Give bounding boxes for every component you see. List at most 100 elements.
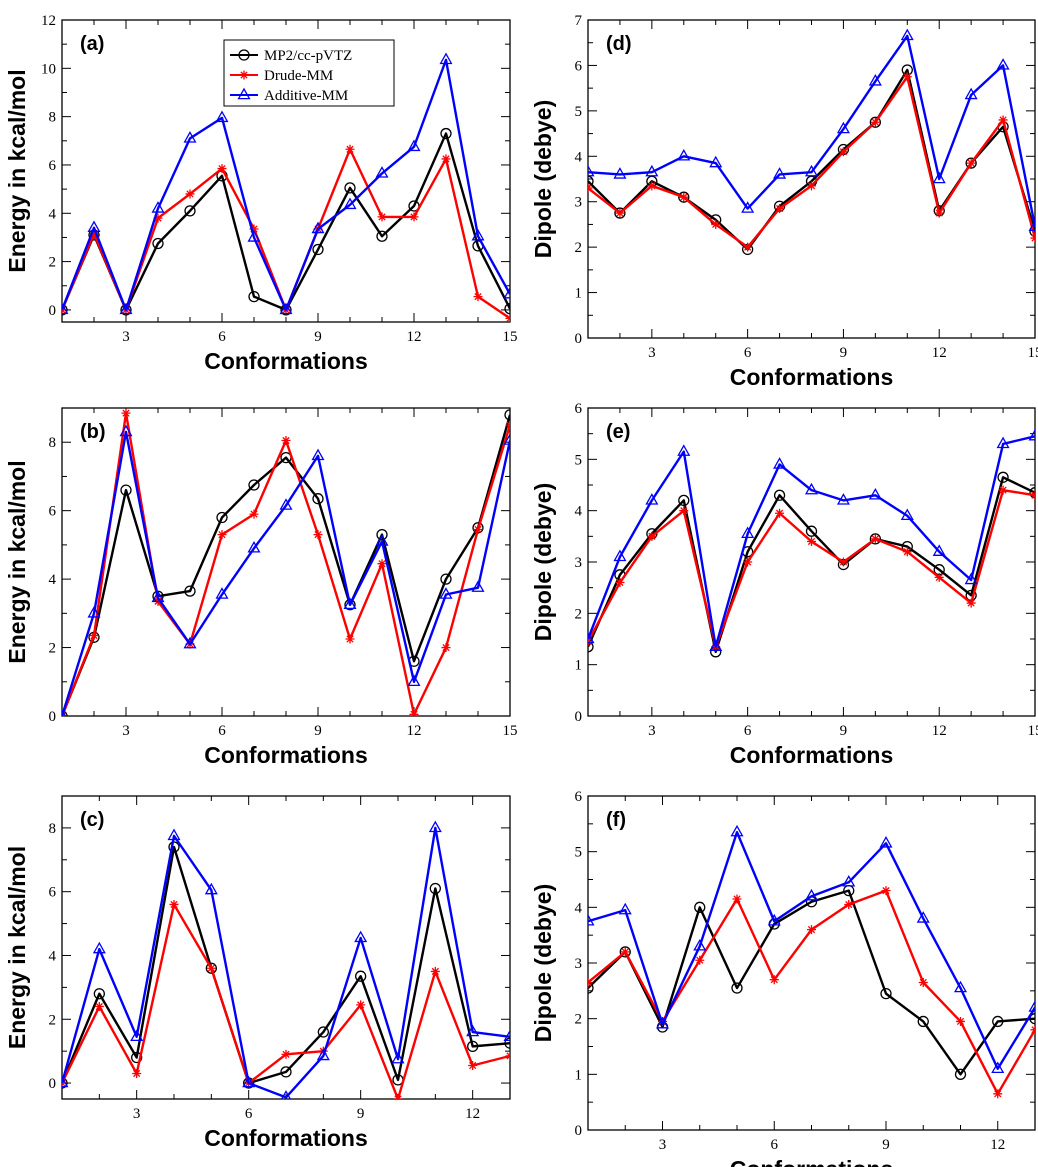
data-point-mp2 <box>62 1077 68 1089</box>
data-point-mp2 <box>184 205 196 217</box>
data-point-drude <box>956 1016 965 1026</box>
data-point-mp2 <box>376 230 388 242</box>
data-point-drude <box>620 947 630 957</box>
x-tick-label: 6 <box>771 1137 779 1153</box>
data-point-drude <box>281 436 291 446</box>
panel-a: 0 2 4 6 8 10 12 3 6 9 12 15 Conformations Energy in k… <box>4 13 518 374</box>
series-line-additive <box>588 435 1035 648</box>
data-point-additive <box>836 493 850 505</box>
data-point-additive <box>279 302 293 315</box>
y-tick-label: 6 <box>575 58 583 74</box>
data-point-additive <box>119 424 133 437</box>
y-tick-label: 6 <box>575 789 583 805</box>
data-point-additive <box>804 888 819 901</box>
x-tick-label: 3 <box>122 723 130 739</box>
x-tick-label: 15 <box>1028 723 1038 739</box>
y-tick-label: 0 <box>575 331 583 347</box>
data-point-additive <box>247 230 261 242</box>
data-point-drude <box>743 242 753 252</box>
y-tick-label: 8 <box>49 821 57 837</box>
data-layer <box>62 408 510 716</box>
data-point-additive <box>311 448 325 461</box>
data-point-additive <box>407 139 421 152</box>
data-point-mp2 <box>588 982 594 994</box>
data-point-additive <box>466 1024 480 1037</box>
panel-label: (d) <box>606 33 632 55</box>
y-tick-label: 3 <box>575 195 583 211</box>
data-point-additive <box>964 87 978 100</box>
data-point-additive <box>804 482 819 495</box>
x-tick-label: 3 <box>122 329 130 345</box>
y-tick-label: 1 <box>575 658 583 674</box>
y-tick-label: 2 <box>49 641 57 657</box>
data-point-drude <box>249 509 259 519</box>
x-tick-label: 6 <box>218 329 226 345</box>
data-point-drude <box>281 1049 291 1059</box>
data-point-additive <box>92 941 106 954</box>
x-axis-title: Conformations <box>204 742 368 768</box>
data-point-mp2 <box>504 409 510 421</box>
data-point-drude <box>679 506 689 516</box>
data-point-drude <box>356 1000 366 1010</box>
data-point-drude <box>870 117 880 127</box>
data-layer <box>62 52 510 322</box>
x-axis-title: Conformations <box>730 742 894 768</box>
data-layer <box>62 820 510 1099</box>
legend-marker-drude <box>239 70 249 80</box>
data-point-drude <box>807 925 816 935</box>
panel-label: (f) <box>606 809 626 831</box>
data-point-additive <box>1028 219 1035 231</box>
data-point-mp2 <box>248 290 260 303</box>
data-point-drude <box>217 530 227 540</box>
y-tick-label: 6 <box>49 158 57 174</box>
data-point-additive <box>279 498 293 510</box>
y-tick-label: 0 <box>49 1076 57 1092</box>
data-point-additive <box>730 824 744 837</box>
data-layer <box>588 428 1035 658</box>
data-point-drude <box>473 292 483 302</box>
data-point-mp2 <box>614 207 626 219</box>
y-tick-label: 7 <box>575 13 583 29</box>
data-point-drude <box>769 975 779 985</box>
data-point-additive <box>503 286 510 299</box>
plot-frame <box>587 19 1036 339</box>
data-point-drude <box>185 189 195 199</box>
data-point-additive <box>842 874 856 887</box>
data-point-drude <box>902 72 912 82</box>
data-point-drude <box>132 1068 142 1078</box>
data-point-additive <box>618 902 632 915</box>
data-point-additive <box>916 911 930 923</box>
data-point-drude <box>89 631 99 641</box>
y-tick-label: 4 <box>49 572 57 588</box>
data-point-additive <box>62 1075 69 1088</box>
y-tick-label: 3 <box>575 956 583 972</box>
data-point-additive <box>183 636 197 649</box>
data-point-additive <box>428 820 442 833</box>
x-tick-label: 6 <box>744 723 752 739</box>
x-axis-title: Conformations <box>204 1125 368 1151</box>
data-point-drude <box>844 900 854 910</box>
data-point-additive <box>343 197 357 210</box>
data-point-drude <box>647 181 657 191</box>
data-point-additive <box>167 828 181 841</box>
y-tick-label: 6 <box>49 885 57 901</box>
data-point-additive <box>391 1051 405 1064</box>
legend-marker-mp2 <box>238 49 250 61</box>
y-tick-label: 0 <box>49 709 57 725</box>
y-tick-label: 6 <box>575 401 583 417</box>
legend-label-additive: Additive-MM <box>264 88 348 104</box>
data-point-additive <box>932 544 946 556</box>
data-point-mp2 <box>317 1026 329 1038</box>
y-tick-label: 4 <box>49 206 57 222</box>
data-point-mp2 <box>184 585 196 597</box>
data-point-additive <box>741 201 755 213</box>
data-point-additive <box>709 155 723 168</box>
data-point-drude <box>121 408 131 418</box>
data-point-additive <box>655 1016 670 1029</box>
data-point-mp2 <box>440 127 452 140</box>
data-point-additive <box>900 28 914 41</box>
x-tick-label: 9 <box>314 329 322 345</box>
data-point-drude <box>918 977 928 987</box>
y-axis-title: Energy in kcal/mol <box>4 69 30 272</box>
data-point-mp2 <box>355 970 367 982</box>
